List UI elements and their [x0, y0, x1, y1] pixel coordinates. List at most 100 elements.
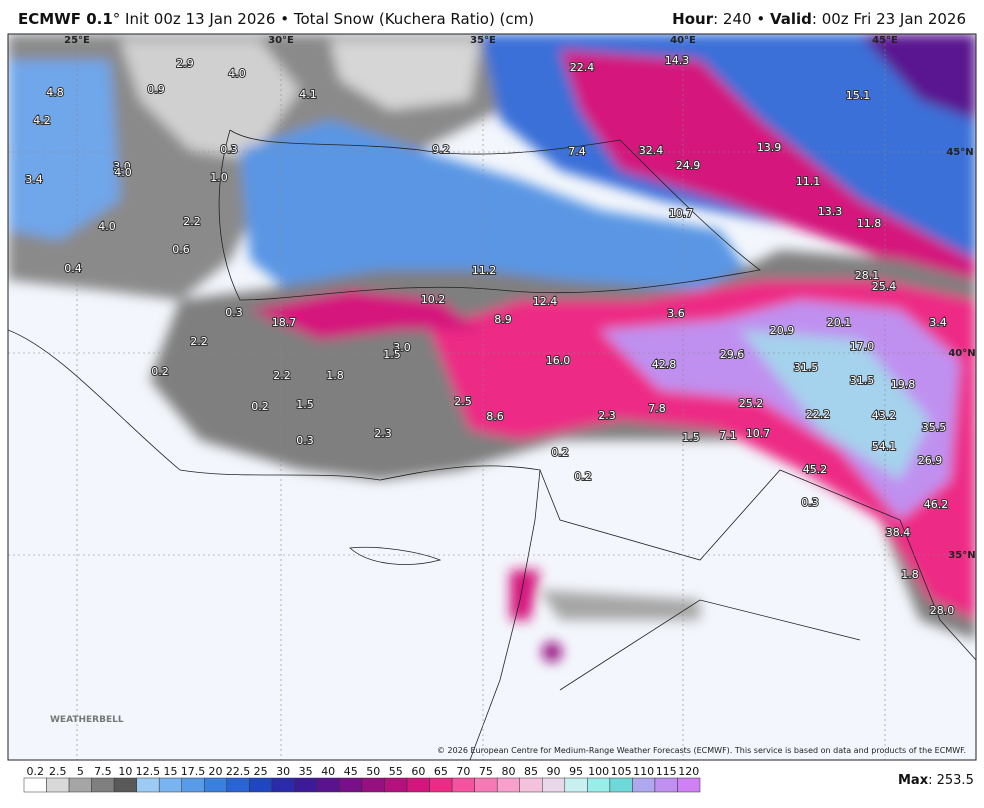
colorbar-swatch: [271, 777, 295, 793]
map-value-label: 10.2: [421, 293, 446, 306]
map-value-label: 10.7: [746, 427, 771, 440]
map-value-label: 25.4: [872, 280, 897, 293]
map-value-label: 20.9: [770, 324, 795, 337]
map-value-label: 0.2: [251, 400, 269, 413]
map-value-label: 11.1: [796, 175, 821, 188]
map-value-label: 25.2: [739, 397, 764, 410]
map-value-label: 10.7: [669, 207, 694, 220]
map-value-label: 7.4: [568, 145, 586, 158]
colorbar-tick-label: 2.5: [49, 765, 67, 778]
map-value-label: 0.2: [551, 446, 569, 459]
map-value-label: 11.8: [857, 217, 882, 230]
map-value-label: 4.0: [228, 67, 246, 80]
map-value-label: 4.0: [114, 166, 132, 179]
map-value-label: 28.0: [930, 604, 955, 617]
map-value-label: 38.4: [886, 526, 911, 539]
map-value-label: 22.2: [806, 408, 831, 421]
colorbar-tick-label: 12.5: [136, 765, 161, 778]
max-label-text: Max: [898, 773, 929, 788]
colorbar-tick-label: 105: [611, 765, 632, 778]
map-value-label: 7.8: [648, 402, 666, 415]
colorbar-tick-label: 22.5: [226, 765, 251, 778]
map-value-label: 11.2: [472, 264, 497, 277]
graticule-label: 40°E: [670, 35, 696, 46]
map-value-label: 19.8: [891, 378, 916, 391]
colorbar-swatch: [677, 777, 701, 793]
colorbar-tick-label: 40: [321, 765, 335, 778]
map-value-label: 9.2: [432, 143, 450, 156]
map-value-label: 46.2: [924, 498, 949, 511]
colorbar-tick-label: 45: [344, 765, 358, 778]
map-value-label: 2.2: [273, 369, 291, 382]
colorbar-swatch: [632, 777, 656, 793]
map-value-label: 0.3: [220, 143, 238, 156]
colorbar-tick-label: 35: [299, 765, 313, 778]
map-value-label: 8.9: [494, 313, 512, 326]
hour-label: Hour: [672, 10, 714, 28]
colorbar-tick-label: 5: [77, 765, 84, 778]
colorbar-swatch: [542, 777, 566, 793]
colorbar-swatch: [294, 777, 318, 793]
colorbar-tick-label: 50: [366, 765, 380, 778]
map-value-label: 0.4: [64, 262, 82, 275]
colorbar-tick-label: 30: [276, 765, 290, 778]
valid-value: : 00z Fri 23 Jan 2026: [811, 10, 966, 28]
map-value-label: 4.2: [33, 114, 51, 127]
map-value-label: 3.4: [929, 316, 947, 329]
map-value-label: 29.6: [720, 348, 745, 361]
map-value-label: 32.4: [639, 144, 664, 157]
map-value-label: 1.5: [296, 398, 314, 411]
map-value-label: 22.4: [570, 61, 595, 74]
colorbar-tick-label: 55: [389, 765, 403, 778]
colorbar-swatch: [496, 777, 520, 793]
map-value-label: 0.6: [172, 243, 190, 256]
colorbar-tick-label: 15: [163, 765, 177, 778]
colorbar-swatch: [609, 777, 633, 793]
map-value-label: 43.2: [872, 409, 897, 422]
map-value-label: 31.5: [794, 361, 819, 374]
map-value-label: 18.7: [272, 316, 297, 329]
hour-value: : 240 •: [713, 10, 770, 28]
map-value-label: 45.2: [803, 463, 828, 476]
colorbar-tick-label: 90: [547, 765, 561, 778]
colorbar-tick-label: 20: [209, 765, 223, 778]
colorbar-tick-label: 17.5: [181, 765, 206, 778]
colorbar-tick-label: 100: [588, 765, 609, 778]
map-value-label: 17.0: [850, 340, 875, 353]
colorbar-tick-label: 75: [479, 765, 493, 778]
colorbar-swatch: [384, 777, 408, 793]
map-value-label: 28.1: [855, 269, 880, 282]
subtitle: ° Init 00z 13 Jan 2026 • Total Snow (Kuc…: [112, 10, 535, 28]
colorbar-swatch: [474, 777, 498, 793]
graticule-label: 35°E: [470, 35, 496, 46]
map-value-label: 16.0: [546, 354, 571, 367]
header-right: Hour: 240 • Valid: 00z Fri 23 Jan 2026: [672, 10, 966, 28]
colorbar-swatch: [204, 777, 228, 793]
colorbar-tick-label: 10: [118, 765, 132, 778]
colorbar-tick-label: 110: [633, 765, 654, 778]
colorbar-swatch: [226, 777, 250, 793]
colorbar-swatch: [113, 777, 137, 793]
colorbar-swatch: [249, 777, 273, 793]
colorbar-swatch: [23, 777, 47, 793]
max-value: : 253.5: [928, 773, 974, 788]
map-value-label: 12.4: [533, 295, 558, 308]
map-value-label: 2.2: [183, 215, 201, 228]
map-value-label: 3.6: [667, 307, 685, 320]
colorbar-tick-label: 65: [434, 765, 448, 778]
map-value-label: 31.5: [850, 374, 875, 387]
map-value-label: 0.3: [225, 306, 243, 319]
colorbar-swatch: [158, 777, 182, 793]
colorbar-swatch: [654, 777, 678, 793]
logo: WEATHERBELL: [50, 715, 124, 725]
colorbar-swatch: [519, 777, 543, 793]
map-frame: [7, 33, 977, 761]
colorbar-swatch: [46, 777, 70, 793]
map-value-label: 4.8: [46, 86, 64, 99]
map-value-label: 0.3: [801, 496, 819, 509]
colorbar-tick-label: 120: [678, 765, 699, 778]
coastlines: [8, 129, 976, 760]
map-value-label: 35.5: [922, 421, 947, 434]
graticule-label: 45°E: [872, 35, 898, 46]
